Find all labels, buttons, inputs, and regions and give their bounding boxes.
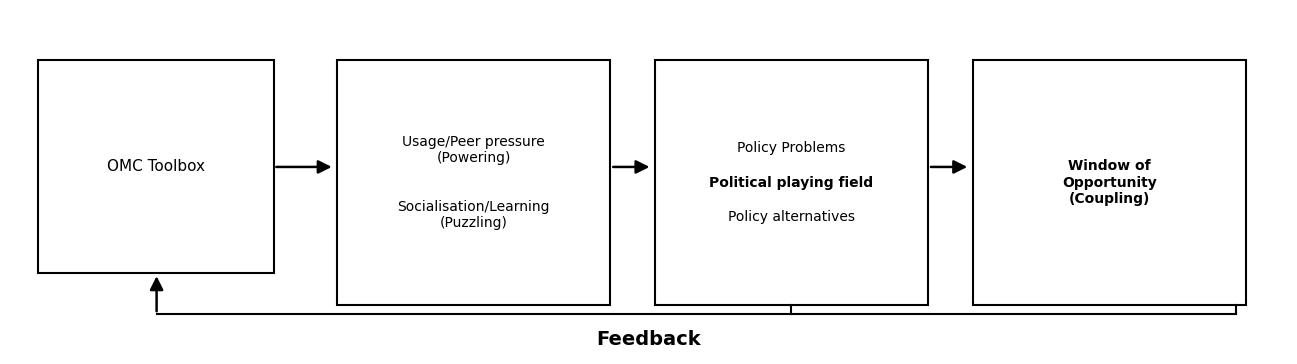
- Text: Feedback: Feedback: [597, 330, 700, 349]
- Bar: [655, 60, 929, 305]
- Text: Usage/Peer pressure
(Powering)


Socialisation/Learning
(Puzzling): Usage/Peer pressure (Powering) Socialisa…: [397, 135, 550, 230]
- Bar: [39, 60, 274, 273]
- Text: Window of
Opportunity
(Coupling): Window of Opportunity (Coupling): [1062, 159, 1157, 206]
- Bar: [337, 60, 611, 305]
- Text: Policy alternatives: Policy alternatives: [728, 210, 855, 224]
- Text: Policy Problems: Policy Problems: [737, 141, 846, 155]
- Bar: [973, 60, 1246, 305]
- Text: Political playing field: Political playing field: [709, 175, 874, 190]
- Text: OMC Toolbox: OMC Toolbox: [106, 159, 205, 174]
